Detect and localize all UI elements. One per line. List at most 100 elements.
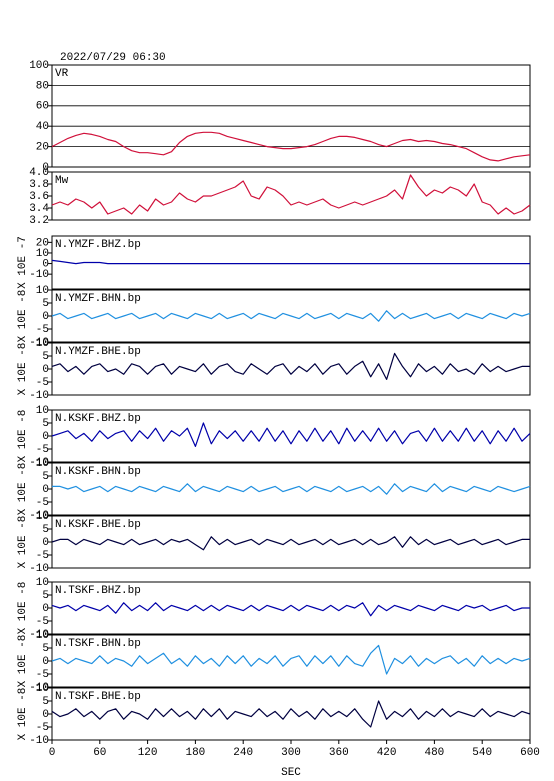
y-tick-label: -10 — [29, 390, 49, 402]
y-tick-label: -5 — [36, 550, 49, 562]
y-tick-label: -5 — [36, 444, 49, 456]
y-tick-label: -5 — [36, 669, 49, 681]
y-tick-label: -5 — [36, 324, 49, 336]
y-tick-label: 10 — [36, 405, 49, 417]
y-tick-label: 0 — [42, 709, 49, 721]
trace — [52, 483, 531, 495]
y-tick-label: 0 — [42, 656, 49, 668]
y-tick-label: 5 — [42, 298, 49, 310]
y-tick-label: -5 — [36, 377, 49, 389]
y-tick-label: 0 — [42, 258, 49, 270]
y-axis-label: X 10E -8 — [17, 635, 29, 688]
panel-label: N.TSKF.BHZ.bp — [55, 585, 141, 597]
panel-label: Mw — [55, 175, 69, 187]
y-tick-label: 5 — [42, 524, 49, 536]
y-tick-label: 0 — [42, 364, 49, 376]
y-tick-label: 100 — [29, 60, 49, 72]
y-tick-label: 5 — [42, 351, 49, 363]
panel-label: N.KSKF.BHE.bp — [55, 519, 141, 531]
x-tick-label: 0 — [49, 747, 56, 759]
y-tick-label: 0 — [42, 162, 49, 174]
panel-label: N.TSKF.BHN.bp — [55, 638, 141, 650]
trace — [51, 131, 531, 162]
y-tick-label: 10 — [36, 630, 49, 642]
y-tick-label: 10 — [36, 577, 49, 589]
y-tick-label: -10 — [29, 629, 49, 641]
x-tick-label: 360 — [329, 747, 349, 759]
y-axis-label: X 10E -8 — [17, 343, 29, 396]
trace — [51, 536, 530, 551]
y-tick-label: -10 — [29, 735, 49, 747]
y-tick-label: -5 — [36, 722, 49, 734]
y-tick-label: 5 — [42, 696, 49, 708]
trace — [51, 174, 531, 215]
y-tick-label: 0 — [42, 537, 49, 549]
panel-frame — [51, 64, 531, 168]
y-tick-label: 60 — [36, 101, 49, 113]
y-tick-label: 5 — [42, 418, 49, 430]
y-tick-label: 0 — [42, 311, 49, 323]
panel-label: N.YMZF.BHE.bp — [55, 346, 141, 358]
y-axis-label: X 10E -8 — [17, 410, 29, 463]
trace — [51, 422, 531, 447]
y-tick-label: 0 — [42, 603, 49, 615]
x-tick-label: 60 — [93, 747, 106, 759]
trace — [51, 259, 530, 265]
panel-frame — [51, 171, 531, 221]
y-axis-label: X 10E -8 — [17, 688, 29, 741]
y-tick-label: 10 — [36, 338, 49, 350]
x-tick-label: 240 — [233, 747, 253, 759]
y-tick-label: -10 — [29, 337, 49, 349]
x-tick-label: 600 — [520, 747, 540, 759]
y-tick-label: 20 — [36, 237, 49, 249]
x-tick-label: 120 — [138, 747, 158, 759]
y-tick-label: 40 — [36, 121, 49, 133]
y-axis-label: X 10E -8 — [17, 463, 29, 516]
y-tick-label: 10 — [36, 285, 49, 297]
y-tick-label: -10 — [29, 563, 49, 575]
y-tick-label: 5 — [42, 643, 49, 655]
trace — [51, 700, 531, 728]
panel-label: N.YMZF.BHN.bp — [55, 293, 141, 305]
panel-label: N.YMZF.BHZ.bp — [55, 239, 141, 251]
y-tick-label: -10 — [29, 457, 49, 469]
y-tick-label: 10 — [36, 458, 49, 470]
y-axis-label: X 10E -8 — [17, 582, 29, 635]
chart-title: 2022/07/29 06:30 — [60, 52, 166, 64]
trace — [51, 644, 531, 675]
y-tick-label: 3.4 — [29, 203, 49, 215]
x-tick-label: 300 — [281, 747, 301, 759]
y-tick-label: 80 — [36, 80, 49, 92]
y-tick-label: -5 — [36, 616, 49, 628]
y-axis-label: X 10E -8 — [17, 516, 29, 569]
y-tick-label: 3.6 — [29, 191, 49, 203]
panel-label: N.KSKF.BHZ.bp — [55, 413, 141, 425]
y-tick-label: 5 — [42, 590, 49, 602]
y-tick-label: 10 — [36, 511, 49, 523]
y-tick-label: -5 — [36, 497, 49, 509]
y-tick-label: -10 — [29, 682, 49, 694]
y-tick-label: 0 — [42, 484, 49, 496]
y-tick-label: 10 — [36, 683, 49, 695]
x-axis-label: SEC — [281, 767, 301, 779]
trace — [51, 352, 530, 380]
panel-label: VR — [55, 68, 69, 80]
y-tick-label: 3.2 — [29, 215, 49, 227]
y-tick-label: 3.8 — [29, 179, 49, 191]
x-tick-label: 480 — [424, 747, 444, 759]
y-tick-label: 5 — [42, 471, 49, 483]
y-axis-label: X 10E -8 — [17, 290, 29, 343]
y-tick-label: 10 — [36, 248, 49, 260]
trace — [51, 310, 531, 322]
y-axis-label: X 10E -7 — [17, 236, 29, 289]
x-tick-label: 180 — [185, 747, 205, 759]
y-tick-label: -10 — [29, 269, 49, 281]
y-tick-label: 0 — [42, 431, 49, 443]
y-tick-label: 20 — [36, 142, 49, 154]
x-tick-label: 420 — [377, 747, 397, 759]
y-tick-label: 4.0 — [29, 167, 49, 179]
y-tick-label: -10 — [29, 510, 49, 522]
trace — [51, 602, 530, 617]
x-tick-label: 540 — [472, 747, 492, 759]
